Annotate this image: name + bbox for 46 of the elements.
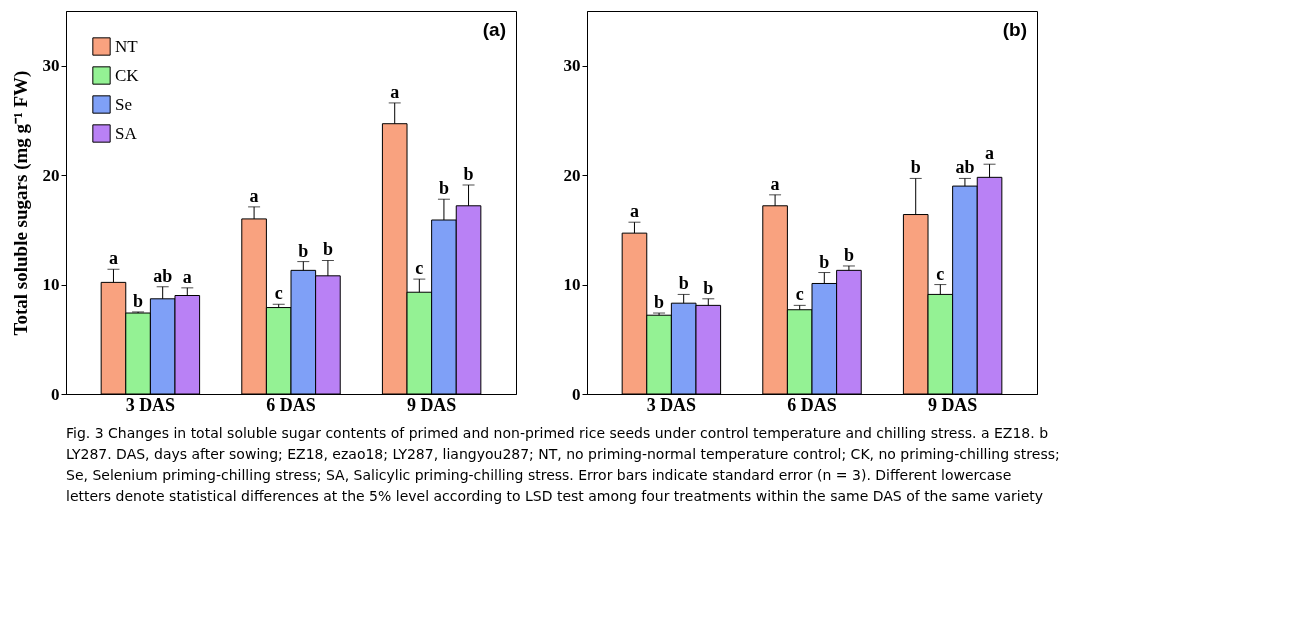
x-tick-label: 9 DAS <box>406 394 457 415</box>
y-tick-label: 30 <box>563 56 581 76</box>
data-label: a <box>390 81 400 102</box>
data-label: c <box>415 258 424 279</box>
data-label: b <box>819 251 830 272</box>
x-tick-label: 3 DAS <box>125 394 176 415</box>
data-label: b <box>843 244 854 265</box>
data-label: a <box>629 201 639 222</box>
data-label: c <box>274 283 283 304</box>
data-label: a <box>249 185 259 206</box>
y-tick-label: 0 <box>51 384 60 404</box>
data-label: ab <box>955 157 975 178</box>
legend-label: SA <box>115 123 138 143</box>
data-label: c <box>936 263 945 284</box>
chart-title: (b) <box>1002 19 1027 40</box>
y-tick-label: 0 <box>572 384 581 404</box>
legend-label: CK <box>115 65 140 85</box>
data-label: b <box>438 178 449 199</box>
legend-label: Se <box>115 94 132 114</box>
data-label: b <box>703 277 714 298</box>
y-axis-title: Total soluble sugars (mg g⁻¹ FW) <box>9 70 32 336</box>
data-label: b <box>463 163 474 184</box>
y-tick-label: 10 <box>42 275 60 295</box>
data-label: c <box>795 284 804 305</box>
data-label: b <box>910 157 921 178</box>
data-label: a <box>108 248 118 269</box>
chart-title: (a) <box>482 19 506 40</box>
data-label: b <box>678 273 689 294</box>
x-tick-label: 3 DAS <box>646 394 697 415</box>
legend-label: NT <box>115 36 139 56</box>
x-tick-label: 6 DAS <box>787 394 837 415</box>
data-label: b <box>322 239 333 260</box>
data-label: a <box>182 266 192 287</box>
y-tick-label: 30 <box>42 56 60 76</box>
y-tick-label: 20 <box>563 165 581 185</box>
data-label: b <box>654 292 665 313</box>
data-label: b <box>133 290 144 311</box>
data-label: ab <box>153 265 173 286</box>
caption: Fig. 3 Changes in total soluble sugar contents of primed and non-primed rice seeds under control temperature and chilling stress. a EZ18. b LY287. DAS, days after sowing; EZ18, ezao18; LY287, liangyou287; NT, no priming-normal temperature control; CK, no priming-chilling stress; Se, Selenium priming-chilling stress; SA, Salicylic priming-chilling stress. Error bars indicate standard error (n = 3). Different lowercase letters denote statistical differences at the 5% level according to LSD test among four treatments within the same DAS of the same variety <box>66 425 1060 504</box>
x-tick-label: 6 DAS <box>266 394 316 415</box>
x-tick-label: 9 DAS <box>927 394 978 415</box>
data-label: a <box>770 173 780 194</box>
data-label: a <box>985 143 995 164</box>
y-tick-label: 10 <box>563 275 581 295</box>
data-label: b <box>298 240 309 261</box>
y-tick-label: 20 <box>42 165 60 185</box>
